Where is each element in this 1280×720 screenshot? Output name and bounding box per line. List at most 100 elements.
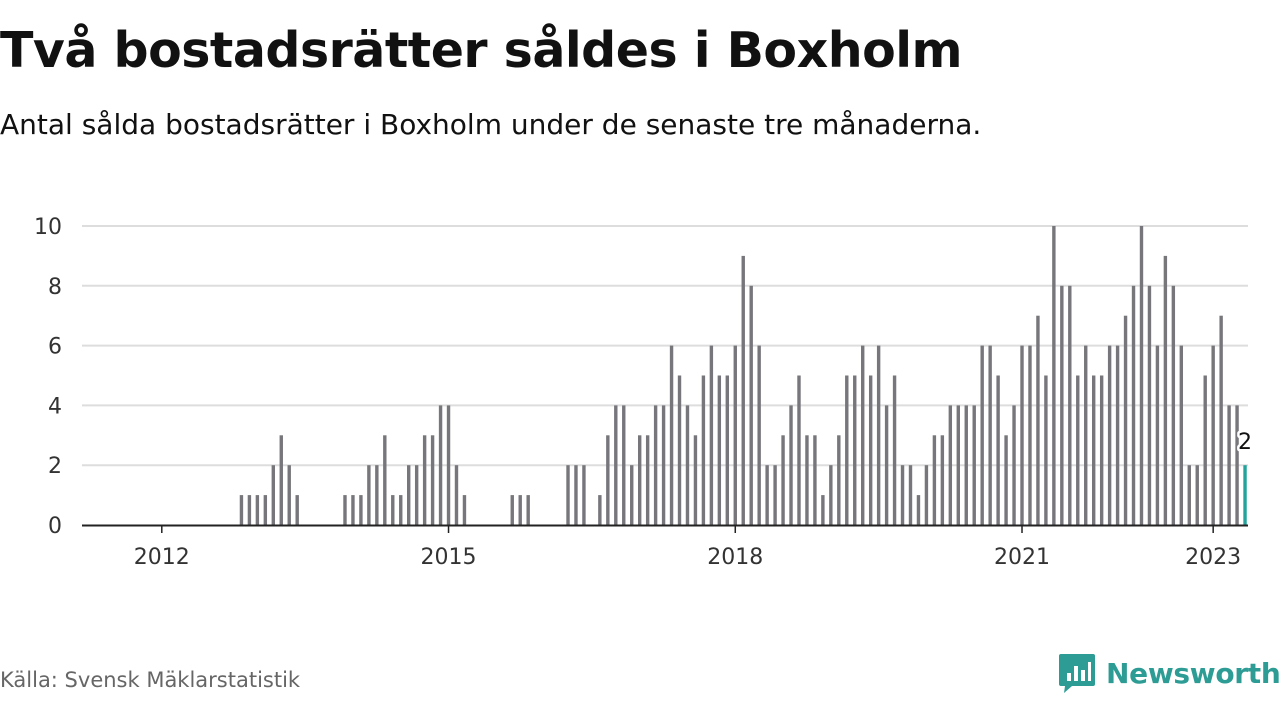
bar bbox=[359, 495, 363, 525]
bar bbox=[1044, 375, 1048, 525]
bar bbox=[1203, 375, 1207, 525]
bar bbox=[247, 495, 252, 525]
bar bbox=[239, 495, 244, 525]
bar bbox=[725, 375, 730, 525]
bar bbox=[438, 405, 443, 525]
bar bbox=[781, 435, 785, 525]
bar bbox=[900, 465, 905, 525]
bar bbox=[996, 375, 1000, 525]
bar bbox=[287, 465, 291, 525]
bar bbox=[399, 495, 403, 525]
bar bbox=[701, 375, 706, 525]
bar bbox=[1211, 345, 1215, 525]
bar bbox=[614, 405, 618, 525]
bar bbox=[733, 345, 737, 525]
bar bbox=[630, 465, 634, 525]
bar bbox=[1147, 285, 1152, 525]
bar bbox=[789, 405, 793, 525]
x-tick-label: 2023 bbox=[1185, 545, 1241, 570]
bar bbox=[510, 495, 514, 525]
bar bbox=[884, 405, 889, 525]
bar bbox=[383, 435, 387, 525]
bar bbox=[566, 465, 570, 525]
bar bbox=[813, 435, 817, 525]
bar bbox=[1187, 465, 1191, 525]
bar bbox=[749, 285, 753, 525]
x-tick-label: 2021 bbox=[994, 545, 1050, 570]
bar bbox=[1171, 285, 1176, 525]
bar bbox=[422, 435, 427, 525]
bar bbox=[582, 465, 586, 525]
data-label-last: 2 bbox=[1238, 430, 1252, 455]
bar bbox=[1131, 285, 1136, 525]
bar bbox=[637, 435, 642, 525]
bar bbox=[1227, 405, 1231, 525]
bar bbox=[367, 465, 371, 525]
bar bbox=[1091, 375, 1096, 525]
bar bbox=[829, 465, 833, 525]
bar bbox=[940, 435, 945, 525]
bar bbox=[446, 405, 451, 525]
x-tick-label: 2015 bbox=[421, 545, 477, 570]
bar bbox=[279, 435, 283, 525]
bar bbox=[653, 405, 658, 525]
source-note: Källa: Svensk Mäklarstatistik bbox=[0, 668, 301, 692]
bar bbox=[1004, 435, 1008, 525]
bar bbox=[1060, 285, 1064, 525]
bar bbox=[924, 465, 929, 525]
bar bbox=[454, 465, 459, 525]
bar bbox=[622, 405, 626, 525]
bar bbox=[1052, 226, 1056, 525]
y-tick-label: 2 bbox=[48, 454, 62, 479]
bar bbox=[1195, 465, 1199, 525]
bar bbox=[598, 495, 602, 525]
bar bbox=[407, 465, 411, 525]
page-subtitle: Antal sålda bostadsrätter i Boxholm unde… bbox=[0, 108, 982, 141]
bar bbox=[709, 345, 714, 525]
y-tick-label: 0 bbox=[48, 514, 62, 539]
bar bbox=[462, 495, 467, 525]
bar bbox=[574, 465, 578, 525]
bar bbox=[876, 345, 881, 525]
bar bbox=[606, 435, 610, 525]
bar bbox=[805, 435, 809, 525]
bar bbox=[526, 495, 530, 525]
bar bbox=[853, 375, 857, 525]
x-tick-label: 2012 bbox=[134, 545, 190, 570]
bar bbox=[1123, 315, 1128, 525]
bar bbox=[1179, 345, 1184, 525]
bar bbox=[295, 495, 299, 525]
bar bbox=[271, 465, 275, 525]
bar bbox=[956, 405, 960, 525]
bar bbox=[797, 375, 801, 525]
bar bbox=[861, 345, 865, 525]
y-tick-label: 4 bbox=[48, 394, 62, 419]
bar bbox=[1163, 255, 1168, 525]
bar bbox=[1219, 315, 1223, 525]
bar bbox=[773, 465, 777, 525]
bar bbox=[908, 465, 913, 525]
bar bbox=[868, 375, 873, 525]
bar bbox=[1139, 226, 1144, 525]
bar bbox=[661, 405, 666, 525]
y-tick-label: 8 bbox=[48, 275, 62, 300]
bar bbox=[932, 435, 937, 525]
bar bbox=[1020, 345, 1024, 525]
bar bbox=[263, 495, 268, 525]
bar bbox=[948, 405, 953, 525]
y-tick-label: 10 bbox=[34, 215, 62, 240]
bar bbox=[1068, 285, 1072, 525]
bar bbox=[343, 495, 347, 525]
bar bbox=[1107, 345, 1112, 525]
bar bbox=[430, 435, 435, 525]
y-tick-label: 6 bbox=[48, 335, 62, 360]
bar bbox=[837, 435, 841, 525]
bar bbox=[892, 375, 897, 525]
bar bbox=[845, 375, 849, 525]
bar bbox=[972, 405, 976, 525]
bar bbox=[1036, 315, 1040, 525]
bar bbox=[1076, 375, 1080, 525]
bar bbox=[685, 405, 690, 525]
